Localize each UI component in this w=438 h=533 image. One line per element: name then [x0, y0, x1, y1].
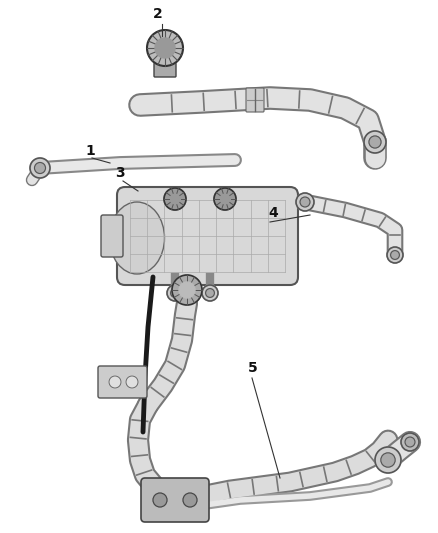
Circle shape [172, 275, 202, 305]
Circle shape [202, 285, 218, 301]
Text: 5: 5 [248, 361, 258, 375]
Text: 1: 1 [85, 144, 95, 158]
Circle shape [155, 38, 175, 58]
FancyBboxPatch shape [154, 63, 176, 77]
Circle shape [30, 158, 50, 178]
Circle shape [364, 131, 386, 153]
FancyBboxPatch shape [98, 366, 147, 398]
Circle shape [296, 193, 314, 211]
FancyBboxPatch shape [117, 187, 298, 285]
Circle shape [205, 288, 214, 297]
Circle shape [170, 288, 180, 297]
Circle shape [375, 447, 401, 473]
Circle shape [183, 493, 197, 507]
Circle shape [381, 453, 395, 467]
Circle shape [164, 188, 186, 210]
Text: 4: 4 [268, 206, 278, 220]
Circle shape [300, 197, 310, 207]
Text: 2: 2 [153, 7, 163, 21]
FancyBboxPatch shape [141, 478, 209, 522]
Circle shape [391, 251, 399, 260]
Circle shape [126, 376, 138, 388]
Circle shape [109, 376, 121, 388]
FancyBboxPatch shape [101, 215, 123, 257]
Circle shape [214, 188, 236, 210]
Circle shape [405, 437, 415, 447]
Circle shape [387, 247, 403, 263]
Circle shape [401, 433, 419, 451]
Ellipse shape [110, 202, 165, 274]
Circle shape [167, 285, 183, 301]
Circle shape [147, 30, 183, 66]
Circle shape [369, 136, 381, 148]
FancyBboxPatch shape [246, 88, 264, 112]
Text: 3: 3 [115, 166, 125, 180]
Circle shape [153, 493, 167, 507]
Circle shape [35, 163, 46, 174]
Circle shape [179, 282, 195, 298]
